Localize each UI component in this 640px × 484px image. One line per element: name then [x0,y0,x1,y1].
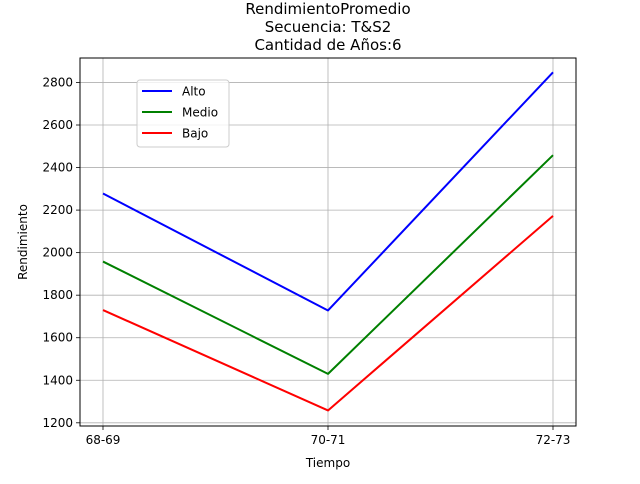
x-tick-label: 72-73 [536,433,571,447]
y-tick-label: 2200 [42,203,73,217]
y-tick-label: 1200 [42,416,73,430]
y-axis-label: Rendimiento [16,204,30,280]
legend-label-medio: Medio [182,106,218,120]
x-tick-label: 68-69 [86,433,121,447]
legend-label-alto: Alto [182,85,206,99]
chart-title-line-1: RendimientoPromedio [245,0,410,18]
y-tick-label: 1600 [42,331,73,345]
legend-label-bajo: Bajo [182,127,208,141]
x-tick-label: 70-71 [311,433,346,447]
chart-title: RendimientoPromedio Secuencia: T&S2 Cant… [245,0,410,54]
y-tick-label: 2600 [42,118,73,132]
x-axis-label: Tiempo [305,456,350,470]
y-tick-label: 2400 [42,161,73,175]
y-tick-label: 2000 [42,246,73,260]
chart-title-line-3: Cantidad de Años:6 [254,36,401,54]
y-tick-label: 1800 [42,288,73,302]
y-tick-label: 1400 [42,373,73,387]
chart-title-line-2: Secuencia: T&S2 [265,18,392,36]
y-tick-label: 2800 [42,75,73,89]
legend: Alto Medio Bajo [137,80,229,147]
